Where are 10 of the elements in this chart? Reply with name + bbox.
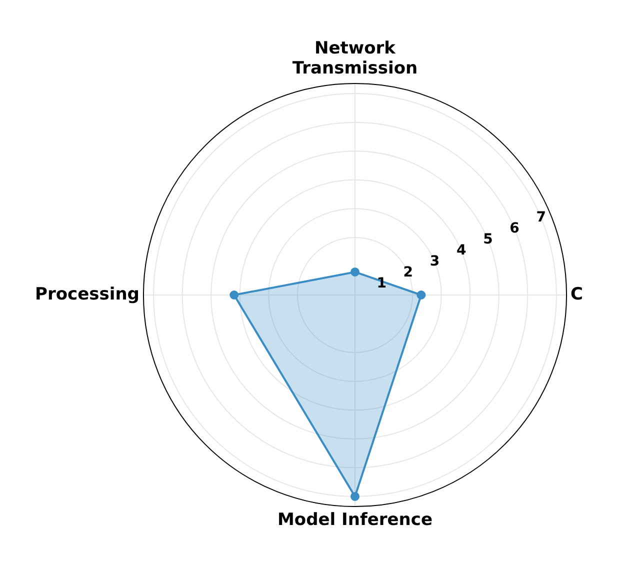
spoke-label: Network Transmission [292, 38, 418, 79]
y-tick-label: 5 [483, 232, 493, 248]
y-tick-label: 3 [430, 254, 440, 270]
y-tick-label: 7 [536, 210, 546, 226]
spoke-label: Processing [34, 284, 140, 304]
y-tick-label: 2 [403, 264, 414, 281]
y-tick-label: 4 [456, 242, 466, 259]
spoke-label: Model Inference [277, 510, 433, 530]
spoke-label: C [570, 284, 584, 304]
y-tick-label: 6 [510, 220, 520, 237]
